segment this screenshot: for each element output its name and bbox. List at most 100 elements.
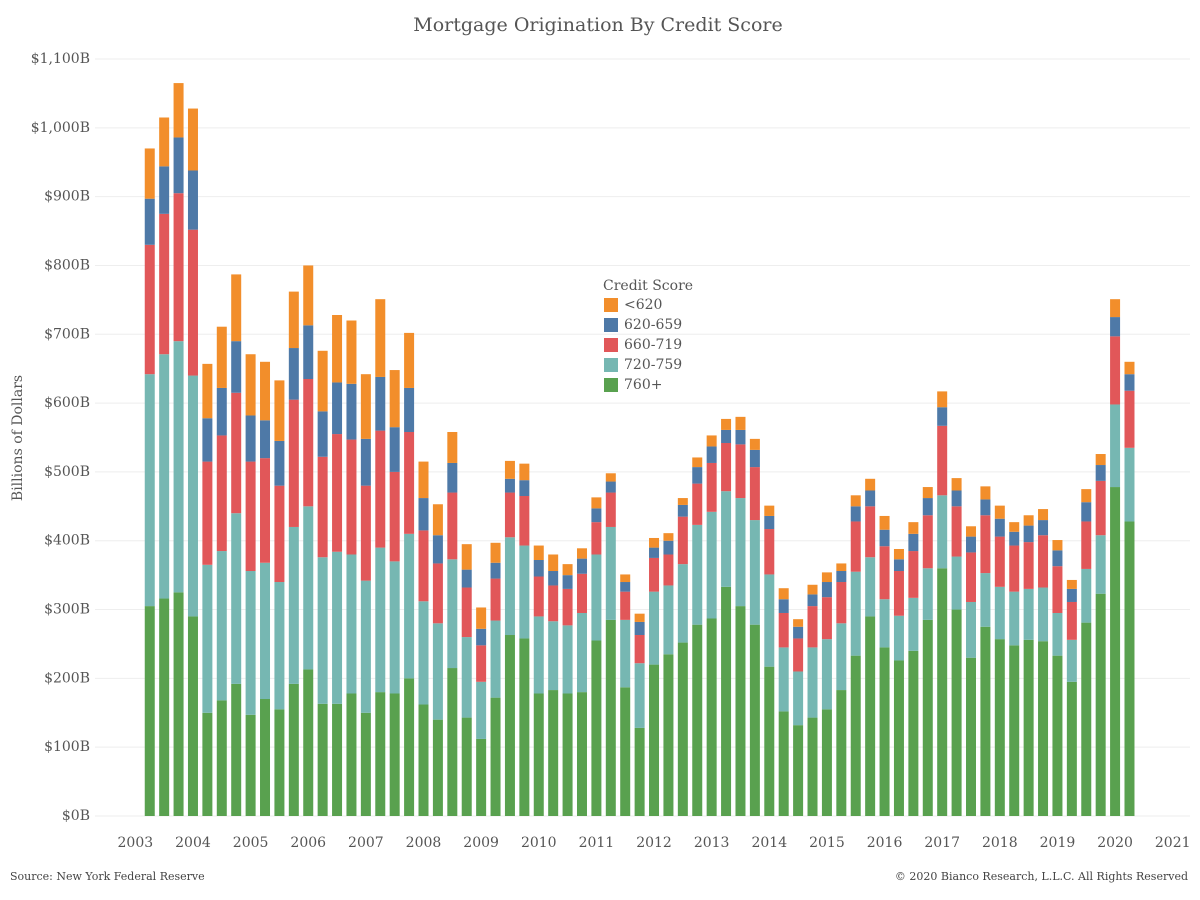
bar-segment [749, 438, 760, 450]
bar-segment [332, 551, 343, 704]
bar-segment [303, 325, 314, 380]
bar-segment [793, 671, 804, 726]
bar-segment [476, 628, 487, 646]
bar-segment [1066, 681, 1077, 816]
bar-segment [951, 556, 962, 610]
bar-segment [360, 374, 371, 439]
bar-segment [937, 568, 948, 816]
bar-segment [404, 387, 415, 432]
x-tick-label: 2005 [233, 835, 269, 851]
bar-segment [1023, 542, 1034, 589]
bar-segment [519, 463, 530, 481]
bar-segment [303, 506, 314, 670]
bar-segment [260, 420, 271, 459]
bar-segment [504, 492, 515, 538]
bar-segment [1124, 361, 1135, 375]
bar-segment [1009, 531, 1020, 546]
bar-segment [1052, 612, 1063, 656]
bar-segment [908, 522, 919, 534]
bar-segment [649, 547, 660, 558]
bar-segment [649, 537, 660, 548]
bar-segment [994, 518, 1005, 537]
bar-segment [807, 606, 818, 648]
bar-segment [1095, 465, 1106, 481]
bar-segment [591, 554, 602, 641]
bar-segment [490, 620, 501, 698]
bar-segment [303, 669, 314, 816]
bar-segment [692, 467, 703, 484]
bar-segment [735, 444, 746, 499]
bar-segment [519, 638, 530, 816]
y-tick-label: $400B [44, 533, 90, 549]
bar-segment [231, 392, 242, 514]
bar-segment [288, 526, 299, 684]
bar-segment [461, 544, 472, 570]
bar-segment [793, 725, 804, 816]
bar-segment [821, 582, 832, 598]
bar-segment [865, 557, 876, 617]
bar-segment [317, 411, 328, 457]
legend-label: 720-759 [624, 357, 682, 373]
bar-segment [994, 639, 1005, 816]
bar-segment [677, 498, 688, 505]
bar-segment [389, 370, 400, 428]
bar-segment [159, 117, 170, 167]
bar-segment [159, 166, 170, 214]
y-tick-label: $600B [44, 395, 90, 411]
bar-segment [663, 540, 674, 555]
bar-segment [634, 663, 645, 728]
bar-segment [937, 425, 948, 496]
bar-segment [836, 690, 847, 816]
bar-segment [980, 515, 991, 574]
bar-segment [1066, 588, 1077, 602]
bar-segment [548, 571, 559, 586]
bar-segment [879, 515, 890, 530]
bar-segment [966, 552, 976, 602]
x-tick-label: 2014 [751, 835, 787, 851]
bar-segment [966, 657, 976, 816]
legend-swatch [604, 358, 618, 372]
bar-segment [850, 495, 861, 507]
bar-segment [922, 498, 933, 516]
bar-segment [187, 616, 198, 816]
bar-segment [1124, 374, 1135, 391]
bar-segment [951, 490, 962, 507]
bar-segment [504, 537, 515, 636]
bar-segment [1124, 521, 1135, 816]
bar-segment [144, 198, 155, 245]
bar-segment [605, 619, 616, 816]
bar-segment [649, 591, 660, 665]
bar-segment [749, 624, 760, 816]
x-tick-label: 2007 [348, 835, 384, 851]
source: Source: New York Federal Reserve [10, 870, 205, 883]
bar-segment [764, 515, 775, 530]
bar-segment [821, 597, 832, 640]
bar-segment [908, 533, 919, 552]
bar-segment [144, 606, 155, 816]
bar-segment [159, 598, 170, 816]
bar-segment [231, 341, 242, 393]
bar-segment [490, 578, 501, 621]
bar-segment [187, 170, 198, 230]
bar-segment [721, 443, 732, 492]
bar-segment [634, 635, 645, 664]
bar-segment [346, 554, 357, 694]
x-tick-label: 2018 [982, 835, 1018, 851]
bar-segment [706, 446, 717, 463]
bar-segment [865, 616, 876, 816]
x-tick-label: 2016 [867, 835, 903, 851]
bar-segment [951, 609, 962, 816]
bar-segment [476, 607, 487, 629]
legend-label: 760+ [624, 377, 662, 393]
bar-segment [476, 738, 487, 816]
bar-segment [634, 621, 645, 636]
bar-segment [649, 557, 660, 592]
bar-segment [1110, 299, 1121, 318]
bar-segment [332, 703, 343, 816]
bar-segment [966, 536, 976, 553]
bar-segment [576, 558, 587, 574]
y-tick-label: $100B [44, 739, 90, 755]
bar-segment [1081, 622, 1092, 816]
bar-segment [893, 548, 904, 560]
y-tick-label: $300B [44, 602, 90, 618]
